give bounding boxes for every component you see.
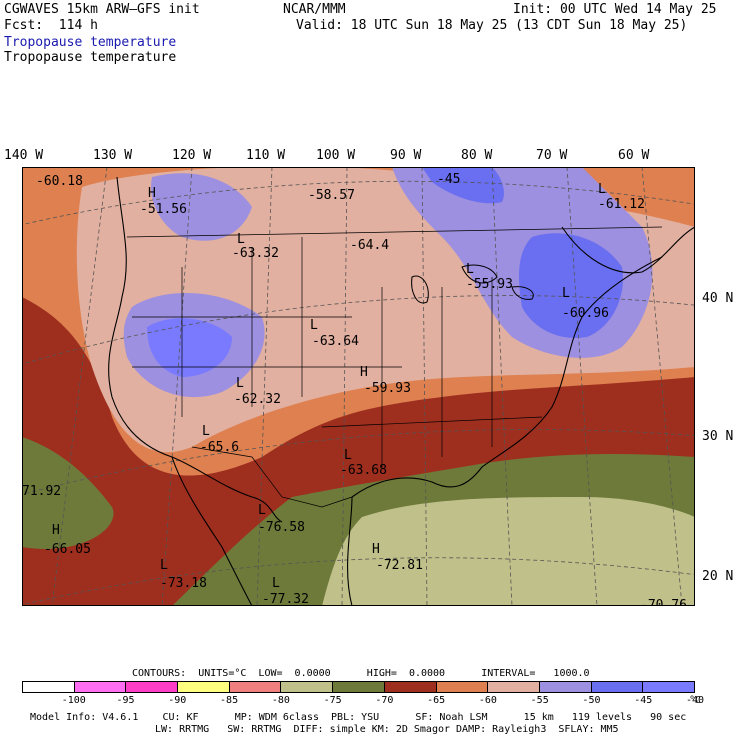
legend-unit: °C [689, 695, 702, 706]
contour-value: -55.93 [466, 277, 513, 292]
contour-value: -63.64 [312, 334, 359, 349]
legend-swatch [74, 682, 127, 692]
valid-time: Valid: 18 UTC Sun 18 May 25 (13 CDT Sun … [296, 18, 688, 33]
legend-tick-label: -80 [271, 695, 290, 706]
contour-value: -73.18 [160, 576, 207, 591]
lon-label: 140 W [4, 148, 44, 163]
legend-swatch [539, 682, 592, 692]
high-marker: H [360, 365, 368, 380]
low-marker: L [160, 558, 168, 573]
tropopause-temperature-map: -60.18 H -51.56 -58.57 -45 L -63.32 -64.… [22, 167, 695, 606]
legend-tick-label: -100 [61, 695, 86, 706]
high-marker: H [372, 542, 380, 557]
legend-swatch [178, 682, 230, 692]
lat-label: 20 N [702, 569, 734, 584]
contour-value: -45 [437, 172, 460, 187]
field-name-blue: Tropopause temperature [4, 35, 177, 50]
contour-value: -62.32 [234, 392, 281, 407]
contour-value: -66.05 [44, 542, 91, 557]
coastlines [108, 176, 695, 606]
legend-tick-label: -55 [530, 695, 549, 706]
field-blue-ne [519, 233, 623, 338]
low-marker: L [202, 424, 210, 439]
contour-value: -60.96 [562, 306, 609, 321]
lon-label: 130 W [93, 148, 133, 163]
contour-value: -63.32 [232, 246, 279, 261]
lon-label: 110 W [246, 148, 286, 163]
low-marker: L [562, 286, 570, 301]
legend-swatch [126, 682, 179, 692]
legend-tick-label: -70 [375, 695, 394, 706]
contours-info: CONTOURS: UNITS=°C LOW= 0.0000 HIGH= 0.0… [132, 668, 590, 679]
contour-value: -59.93 [364, 381, 411, 396]
lon-label: 60 W [618, 148, 650, 163]
field-name: Tropopause temperature [4, 50, 177, 65]
model-info: Model Info: V4.6.1 CU: KF MP: WDM 6class… [30, 712, 687, 723]
field-olive-west [22, 437, 114, 549]
contour-value: -70.76 [640, 598, 687, 606]
lon-label: 70 W [536, 148, 568, 163]
organization: NCAR/MMM [283, 2, 346, 17]
high-marker: H [148, 186, 156, 201]
contour-value: -63.68 [340, 463, 387, 478]
legend-tick-label: -40 [685, 695, 705, 706]
contour-value: -64.4 [350, 238, 389, 253]
map-annotations: -60.18 H -51.56 -58.57 -45 L -63.32 -64.… [22, 172, 687, 606]
legend-swatch [436, 682, 489, 692]
high-marker: H [52, 523, 60, 538]
lon-label: 90 W [390, 148, 422, 163]
contour-value: -60.18 [36, 174, 83, 189]
legend-swatch [333, 682, 385, 692]
legend-swatch [23, 682, 75, 692]
contour-value: -77.32 [262, 592, 309, 606]
legend-tick-label: -75 [323, 695, 342, 706]
low-marker: L [237, 232, 245, 247]
legend-swatch [591, 682, 644, 692]
contour-value: -58.57 [308, 188, 355, 203]
contour-value: -61.12 [598, 197, 645, 212]
legend-swatch [488, 682, 540, 692]
borders [126, 226, 663, 508]
model-title: CGWAVES 15km ARW–GFS init [4, 2, 200, 17]
contour-value: -51.56 [140, 202, 187, 217]
graticule [22, 167, 695, 606]
field-khaki [322, 497, 695, 606]
init-time: Init: 00 UTC Wed 14 May 25 [513, 2, 717, 17]
legend-tick-label: -85 [220, 695, 239, 706]
contour-value: -76.58 [258, 520, 305, 535]
field-blue-north [422, 167, 504, 204]
legend-tick-label: -95 [116, 695, 135, 706]
color-legend-bar [22, 681, 695, 693]
field-blue-west [147, 318, 232, 377]
physics-info: LW: RRTMG SW: RRTMG DIFF: simple KM: 2D … [155, 724, 619, 735]
legend-tick-label: -50 [582, 695, 601, 706]
legend-swatch [281, 682, 334, 692]
field-lavender-nw [151, 173, 252, 241]
low-marker: L [598, 182, 606, 197]
low-marker: L [344, 448, 352, 463]
low-marker: L [466, 262, 474, 277]
lon-label: 80 W [461, 148, 493, 163]
contour-value: 71.92 [22, 484, 61, 499]
legend-swatch [384, 682, 437, 692]
low-marker: L [310, 318, 318, 333]
low-marker: L [236, 376, 244, 391]
low-marker: L [258, 503, 266, 518]
forecast-hour: Fcst: 114 h [4, 18, 98, 33]
lat-label: 30 N [702, 429, 734, 444]
lon-label: 120 W [172, 148, 212, 163]
low-marker: L [272, 576, 280, 591]
legend-tick-label: -45 [634, 695, 653, 706]
map-frame [22, 167, 695, 606]
legend-tick-label: -90 [168, 695, 187, 706]
lakes [411, 264, 534, 304]
contour-value: -65.6 [200, 440, 239, 455]
legend-tick-label: -65 [427, 695, 446, 706]
lat-label: 40 N [702, 291, 734, 306]
lon-label: 100 W [316, 148, 356, 163]
legend-swatch [229, 682, 282, 692]
legend-swatch [643, 682, 694, 692]
contour-value: -72.81 [376, 558, 423, 573]
legend-tick-label: -60 [478, 695, 497, 706]
